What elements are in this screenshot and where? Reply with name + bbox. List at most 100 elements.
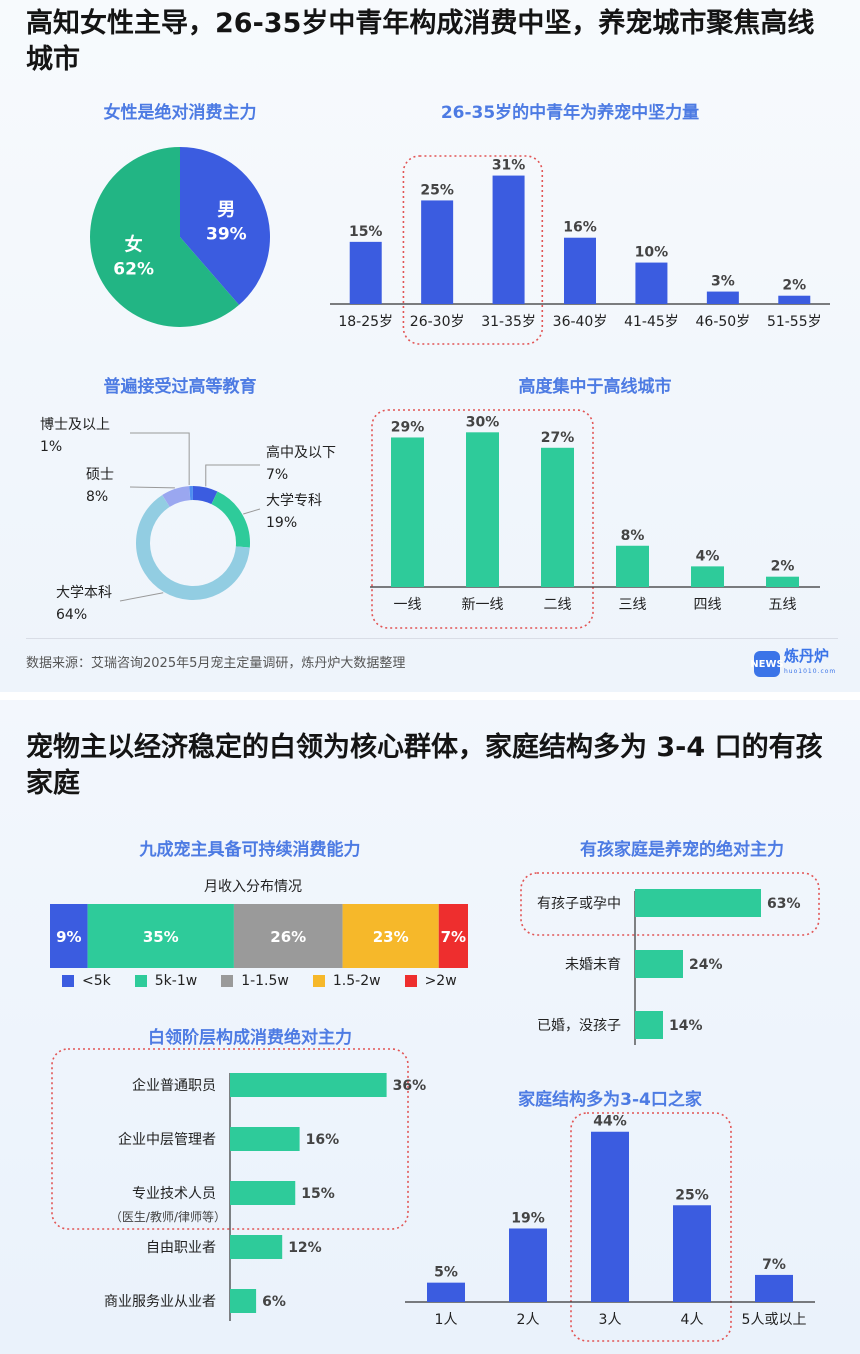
- bar-value-label: 4%: [696, 548, 720, 564]
- legend-label: <5k: [82, 973, 111, 989]
- stacked-segment: [50, 904, 88, 968]
- legend-swatch: [404, 975, 417, 987]
- bar-value-label: 29%: [391, 419, 425, 435]
- legend-label: 1-1.5w: [241, 973, 289, 989]
- leader-line: [243, 508, 261, 515]
- pie-slice-male: [180, 147, 270, 305]
- donut-label: 大学专科: [266, 493, 322, 509]
- divider: [26, 638, 838, 639]
- pie-label: 男: [217, 200, 235, 221]
- bar-value-label: 15%: [301, 1186, 335, 1202]
- donut-label: 博士及以上: [40, 416, 110, 433]
- legend-label: 1.5-2w: [332, 973, 381, 989]
- bar: [778, 295, 811, 304]
- donut-label: 硕士: [86, 467, 114, 483]
- donut-segment: [192, 486, 218, 505]
- segment-value-label: 35%: [143, 928, 179, 946]
- x-tick-label: 1人: [435, 1312, 458, 1328]
- bar: [541, 447, 574, 587]
- legend-label: >2w: [424, 973, 457, 989]
- x-tick-label: 三线: [619, 597, 647, 613]
- bar-value-label: 6%: [262, 1294, 286, 1310]
- y-tick-note: （医生/教师/律师等）: [110, 1209, 226, 1224]
- kids-chart-title: 有孩家庭是养宠的绝对主力: [580, 840, 784, 860]
- bar-value-label: 3%: [711, 274, 735, 290]
- bar-value-label: 15%: [349, 224, 383, 240]
- bar-value-label: 36%: [393, 1078, 427, 1094]
- bar: [421, 200, 454, 304]
- stacked-segment: [87, 904, 234, 968]
- bar: [427, 1282, 465, 1302]
- donut-segment: [136, 495, 250, 600]
- income-legend: <5k 5k-1w 1-1.5w 1.5-2w >2w: [62, 973, 457, 989]
- highlight-box: [51, 1048, 409, 1230]
- logo-subtext: huo1010.com: [784, 668, 837, 675]
- bar-value-label: 25%: [675, 1187, 709, 1203]
- x-tick-label: 3人: [599, 1312, 622, 1328]
- bar-value-label: 16%: [563, 220, 597, 236]
- x-tick-label: 二线: [544, 597, 572, 613]
- bar-value-label: 10%: [635, 245, 669, 261]
- bar: [766, 576, 799, 587]
- occupation-bar-chart: 36% 企业普通职员 16% 企业中层管理者 15% 专业技术人员 （医生/教师/律师等） 1…: [51, 1048, 427, 1321]
- segment-value-label: 23%: [373, 928, 409, 946]
- highlight-box: [371, 409, 594, 629]
- stacked-segment: [233, 904, 343, 968]
- donut-value-label: 7%: [266, 467, 288, 483]
- bar-value-label: 44%: [593, 1114, 627, 1130]
- y-tick-label: 企业普通职员: [132, 1077, 216, 1094]
- city-bar-chart: 29% 一线 30% 新一线 27% 二线 8% 三线 4% 四线 2% 五线: [370, 409, 820, 629]
- bar-value-label: 16%: [306, 1132, 340, 1148]
- legend-item: <5k: [62, 973, 111, 989]
- bar: [635, 889, 761, 917]
- occupation-chart-title: 白领阶层构成消费绝对主力: [148, 1028, 352, 1048]
- donut-label: 大学本科: [56, 585, 112, 601]
- bar-value-label: 14%: [669, 1018, 703, 1034]
- bar: [230, 1181, 296, 1205]
- bar: [230, 1127, 300, 1151]
- family-bar-chart: 5% 1人 19% 2人 44% 3人 25% 4人 7% 5人或以上: [405, 1112, 815, 1342]
- y-tick-label: 企业中层管理者: [118, 1131, 216, 1148]
- bar: [230, 1073, 387, 1097]
- legend-swatch: [221, 975, 234, 987]
- bar: [564, 237, 596, 304]
- education-donut-chart: 高中及以下 7% 大学专科 19% 大学本科 64% 硕士 8% 博士及以上 1%: [40, 416, 336, 623]
- donut-value-label: 64%: [56, 607, 87, 623]
- x-tick-label: 46-50岁: [696, 314, 751, 330]
- bar: [230, 1235, 283, 1259]
- data-source: 数据来源：艾瑞咨询2025年5月宠主定量调研，炼丹炉大数据整理: [26, 656, 406, 671]
- city-chart-title: 高度集中于高线城市: [518, 377, 672, 397]
- highlight-box: [402, 155, 544, 345]
- leader-line: [129, 486, 175, 489]
- logo-mark-icon: NEWS: [750, 651, 784, 677]
- bar-value-label: 24%: [689, 957, 723, 973]
- bar-value-label: 5%: [434, 1265, 458, 1281]
- legend-swatch: [134, 975, 147, 987]
- y-tick-label: 已婚，没孩子: [537, 1018, 621, 1034]
- age-chart-title: 26-35岁的中青年为养宠中坚力量: [440, 103, 700, 123]
- bar: [591, 1131, 629, 1302]
- income-stacked-bar: 9% 35% 26% 23% 7%: [50, 904, 468, 968]
- bar: [391, 437, 424, 587]
- pie-slice-female: [89, 147, 240, 327]
- brand-logo: NEWS 炼丹炉 huo1010.com: [750, 648, 837, 680]
- bar: [349, 241, 382, 304]
- bar-value-label: 2%: [771, 559, 795, 575]
- age-bar-chart: 15% 18-25岁 25% 26-30岁 31% 31-35岁 16% 36-40岁 10% 4…: [330, 155, 830, 345]
- stacked-segment: [438, 904, 468, 968]
- y-tick-label: 有孩子或孕中: [537, 896, 621, 912]
- x-tick-label: 5人或以上: [742, 1312, 807, 1328]
- legend-item: 1-1.5w: [221, 973, 289, 989]
- gender-chart-title: 女性是绝对消费主力: [103, 103, 257, 123]
- donut-segment: [211, 491, 250, 548]
- donut-value-label: 8%: [86, 489, 108, 505]
- bar-value-label: 31%: [492, 158, 526, 174]
- bar: [635, 950, 683, 978]
- segment-value-label: 7%: [441, 928, 466, 946]
- panel2-title: 宠物主以经济稳定的白领为核心群体，家庭结构多为 3-4 口的有孩家庭: [26, 732, 823, 799]
- bar: [691, 566, 724, 587]
- donut-value-label: 1%: [40, 439, 62, 455]
- bar-value-label: 27%: [541, 430, 575, 446]
- y-tick-label: 未婚未育: [565, 957, 621, 973]
- gender-pie-chart: 男 39% 女 62%: [89, 147, 270, 327]
